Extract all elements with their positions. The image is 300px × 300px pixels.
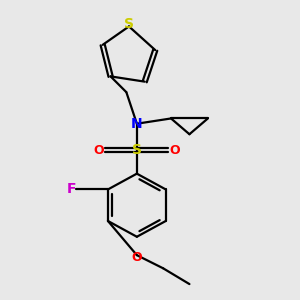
Text: S: S: [124, 17, 134, 31]
Text: S: S: [132, 143, 142, 157]
Text: O: O: [93, 143, 104, 157]
Text: F: F: [67, 182, 76, 197]
Text: O: O: [170, 143, 180, 157]
Text: N: N: [131, 117, 143, 131]
Text: O: O: [131, 251, 142, 264]
